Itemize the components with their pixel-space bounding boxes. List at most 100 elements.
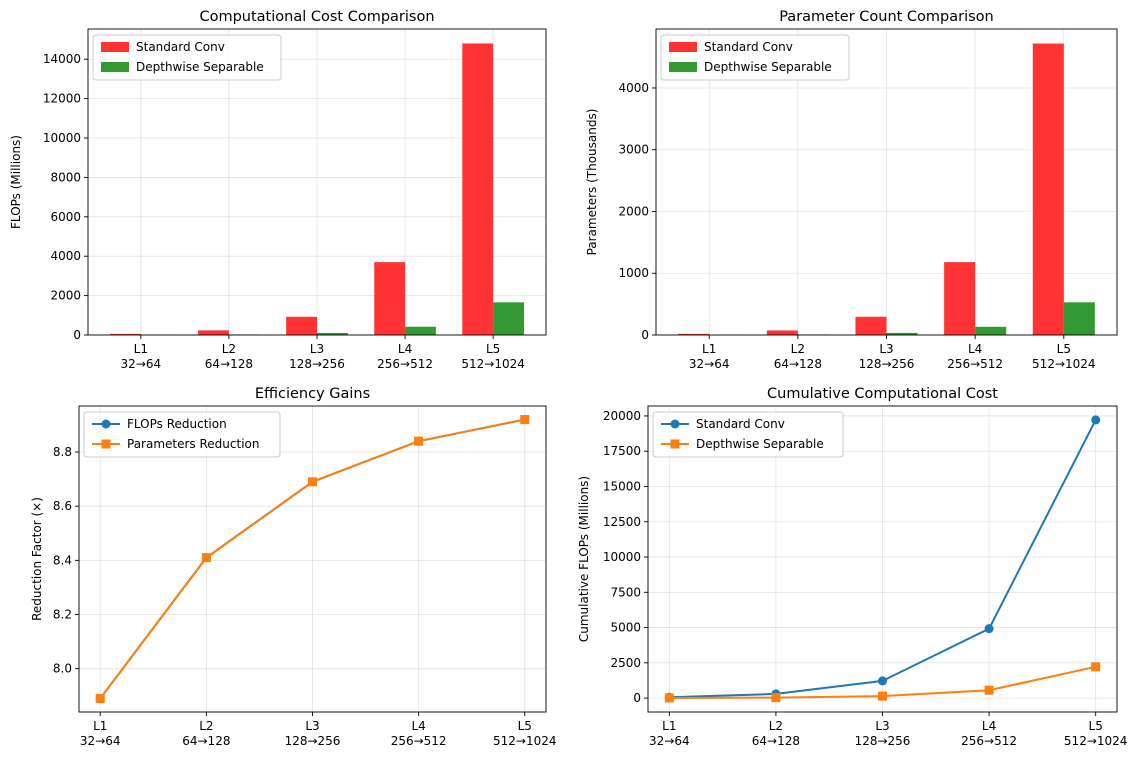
data-point: [414, 436, 424, 446]
legend-swatch: [669, 62, 697, 72]
legend-box: [652, 411, 844, 458]
x-tick-sublabel: 32→64: [689, 357, 730, 371]
y-tick-label: 14000: [43, 52, 81, 66]
legend-marker: [101, 439, 111, 449]
x-tick-sublabel: 256→512: [377, 357, 433, 371]
legend-swatch: [101, 42, 129, 52]
legend-label: Standard Conv: [704, 40, 793, 54]
y-axis-label: Parameters (Thousands): [585, 109, 599, 256]
x-tick-label: L4: [982, 719, 996, 733]
data-point: [95, 693, 105, 703]
y-axis-label: Cumulative FLOPs (Millions): [577, 476, 591, 642]
bar-standard: [944, 262, 976, 335]
legend-box: [92, 34, 282, 81]
y-tick-label: 2000: [618, 204, 649, 218]
y-tick-label: 2000: [50, 289, 81, 303]
y-tick-label: 6000: [50, 210, 81, 224]
x-tick-sublabel: 128→256: [289, 357, 345, 371]
y-axis-label: FLOPs (Millions): [9, 135, 23, 229]
legend-label: Depthwise Separable: [704, 60, 832, 74]
x-tick-sublabel: 256→512: [961, 734, 1017, 748]
data-point: [308, 477, 317, 487]
y-tick-label: 0: [633, 691, 641, 705]
x-tick-label: L4: [968, 342, 982, 356]
x-tick-label: L2: [769, 719, 783, 733]
legend-label: Depthwise Separable: [696, 437, 824, 451]
x-tick-sublabel: 128→256: [859, 357, 915, 371]
x-tick-sublabel: 128→256: [285, 734, 341, 748]
bar-standard: [110, 333, 141, 335]
legend-box: [660, 34, 850, 81]
x-tick-label: L2: [199, 719, 213, 733]
y-tick-label: 7500: [610, 585, 641, 599]
legend-label: Parameters Reduction: [127, 437, 260, 451]
x-tick-label: L5: [518, 719, 532, 733]
y-tick-label: 4000: [618, 81, 649, 95]
x-tick-label: L1: [662, 719, 676, 733]
legend-label: FLOPs Reduction: [127, 417, 227, 431]
y-tick-label: 2500: [610, 656, 641, 670]
y-tick-label: 17500: [603, 444, 641, 458]
legend-box: [83, 411, 281, 458]
legend-marker: [670, 439, 680, 449]
bar-depthwise: [886, 332, 918, 335]
legend-marker: [101, 419, 111, 429]
legend-label: Standard Conv: [136, 40, 225, 54]
chart-title: Computational Cost Comparison: [199, 9, 434, 25]
x-tick-label: L2: [222, 342, 236, 356]
y-tick-label: 1000: [618, 266, 649, 280]
x-tick-label: L4: [398, 342, 412, 356]
data-point: [878, 691, 887, 701]
subplot-4: 0 2500 5000 7500 10000 12500 15000 17500 20000 L1…: [577, 386, 1127, 748]
x-tick-sublabel: 256→512: [947, 357, 1003, 371]
bar-depthwise: [317, 332, 348, 335]
data-point: [984, 685, 994, 695]
x-tick-sublabel: 256→512: [391, 734, 447, 748]
x-tick-label: L5: [1089, 719, 1103, 733]
y-tick-label: 8.0: [53, 662, 72, 676]
bar-standard: [855, 316, 887, 335]
chart-title: Efficiency Gains: [255, 386, 370, 402]
y-tick-label: 5000: [610, 621, 641, 635]
bar-standard: [462, 43, 494, 335]
bar-standard: [286, 316, 317, 335]
data-point: [520, 415, 530, 425]
bar-standard: [678, 333, 710, 335]
data-point: [664, 693, 674, 703]
y-tick-label: 10000: [603, 550, 641, 564]
x-tick-label: L1: [134, 342, 148, 356]
data-point: [201, 553, 211, 563]
y-tick-label: 15000: [603, 479, 641, 493]
bar-standard: [766, 330, 798, 335]
data-point: [1091, 662, 1101, 672]
y-tick-label: 8.6: [53, 499, 72, 513]
y-tick-label: 8000: [50, 170, 81, 184]
y-tick-label: 0: [641, 328, 649, 342]
y-tick-label: 3000: [618, 143, 649, 157]
y-tick-label: 8.8: [53, 445, 72, 459]
legend-marker: [670, 419, 680, 429]
x-tick-label: L1: [93, 719, 107, 733]
y-tick-label: 8.2: [53, 608, 72, 622]
x-tick-label: L2: [791, 342, 805, 356]
bar-depthwise: [1063, 302, 1095, 335]
bar-depthwise: [493, 302, 524, 335]
x-tick-sublabel: 32→64: [80, 734, 121, 748]
x-tick-sublabel: 64→128: [182, 734, 230, 748]
legend-label: Depthwise Separable: [136, 60, 264, 74]
x-tick-sublabel: 512→1024: [1032, 357, 1096, 371]
x-tick-sublabel: 64→128: [205, 357, 253, 371]
bar-depthwise: [975, 326, 1007, 335]
x-tick-label: L3: [305, 719, 319, 733]
data-point: [878, 676, 887, 686]
y-axis-label: Reduction Factor (×): [30, 497, 44, 621]
x-tick-label: L5: [486, 342, 500, 356]
x-tick-sublabel: 32→64: [649, 734, 690, 748]
chart-title: Parameter Count Comparison: [779, 9, 994, 25]
y-tick-label: 4000: [50, 249, 81, 263]
x-tick-sublabel: 64→128: [774, 357, 822, 371]
bar-standard: [198, 330, 229, 335]
